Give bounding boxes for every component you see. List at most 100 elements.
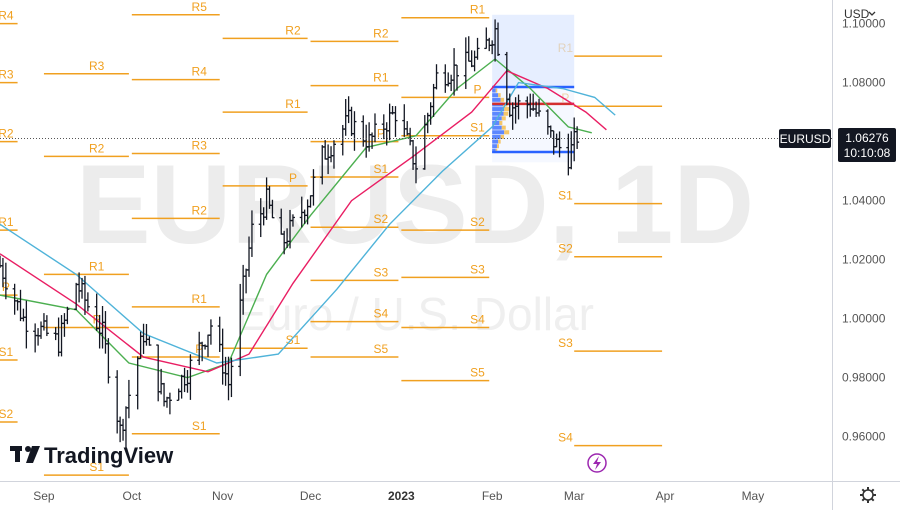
profile-histogram-bar <box>492 134 501 139</box>
time-tick-label: May <box>742 489 765 503</box>
time-tick-label: 2023 <box>388 489 415 503</box>
tradingview-logo-text: TradingView <box>44 443 174 468</box>
profile-histogram-bar <box>492 107 505 112</box>
ohlc-bar <box>3 262 8 300</box>
ohlc-bar <box>21 308 26 322</box>
profile-histogram-bar <box>492 93 499 98</box>
ohlc-bar <box>24 300 29 349</box>
ohlc-bar <box>179 374 184 399</box>
pivot-level-label: R4 <box>192 65 208 79</box>
time-scale[interactable]: Sep Oct Nov Dec 2023 Feb Mar Apr May <box>33 489 764 503</box>
pivot-level-label: R1 <box>470 3 486 17</box>
pivot-level-label: S2 <box>470 215 485 229</box>
price-bars <box>0 19 580 448</box>
ohlc-bar <box>229 357 234 398</box>
lightning-icon[interactable] <box>587 453 607 473</box>
profile-histogram-bar <box>495 88 498 93</box>
pivot-level-label: P <box>377 127 385 141</box>
pivot-level-label: S4 <box>558 431 573 445</box>
pivot-level-label: S4 <box>374 307 389 321</box>
profile-histogram-bar <box>499 120 503 126</box>
ohlc-bar <box>65 306 70 325</box>
ohlc-bar <box>270 199 275 219</box>
profile-value-area <box>492 14 575 86</box>
pivot-level-label: S1 <box>558 189 573 203</box>
ohlc-bar <box>452 48 457 96</box>
symbol-tag-label: EURUSD <box>780 132 831 146</box>
ohlc-bar <box>449 74 454 92</box>
ohlc-bar <box>147 336 152 346</box>
ohlc-bar <box>115 370 120 434</box>
time-tick-label: Apr <box>656 489 675 503</box>
ohlc-bar <box>434 64 439 90</box>
ohlc-bar <box>156 344 161 402</box>
ohlc-bar <box>12 283 17 315</box>
profile-histogram-bar <box>504 130 510 135</box>
ohlc-bar <box>159 368 164 395</box>
tradingview-logo[interactable]: TradingView <box>10 443 174 468</box>
ohlc-bar <box>387 103 392 141</box>
ohlc-bar <box>167 392 172 415</box>
pivot-level-label: S1 <box>192 419 207 433</box>
time-tick-label: Dec <box>300 489 321 503</box>
ohlc-bar <box>475 37 480 60</box>
ohlc-bar <box>141 323 146 354</box>
pivot-level-label: S4 <box>470 313 485 327</box>
profile-histogram-bar <box>501 125 506 130</box>
ohlc-bar <box>220 328 225 385</box>
time-tick-label: Oct <box>122 489 141 503</box>
ohlc-bar <box>352 111 357 151</box>
ohlc-bar <box>176 388 181 401</box>
ohlc-bar <box>346 96 351 124</box>
profile-histogram-bar <box>492 144 497 149</box>
ohlc-bar <box>469 50 474 68</box>
gear-icon[interactable] <box>860 487 876 503</box>
pivot-level-label: R3 <box>192 138 208 152</box>
ohlc-bar <box>331 140 336 169</box>
ohlc-bar <box>123 406 128 448</box>
price-tick-label: 1.00000 <box>842 312 886 326</box>
price-tick-label: 0.96000 <box>842 430 886 444</box>
ohlc-bar <box>443 64 448 93</box>
ohlc-bar <box>402 104 407 137</box>
ohlc-bar <box>472 50 477 72</box>
profile-histogram-bar <box>492 120 500 126</box>
pivot-level-label: S1 <box>286 333 301 347</box>
currency-menu[interactable]: USD <box>844 7 876 21</box>
profile-histogram-bar <box>492 88 496 93</box>
pivot-level-label: S1 <box>89 460 104 474</box>
moving-average-line <box>0 69 607 373</box>
price-tick-label: 1.10000 <box>842 17 886 31</box>
time-tick-label: Nov <box>212 489 233 503</box>
ohlc-bar <box>206 334 210 357</box>
price-tick-label: 0.98000 <box>842 371 886 385</box>
ohlc-bar <box>217 316 222 352</box>
ohlc-bar <box>290 214 295 227</box>
ohlc-bar <box>414 146 418 184</box>
ohlc-bar <box>557 131 562 158</box>
pivot-level-label: R3 <box>89 59 105 73</box>
pivot-level-label: S2 <box>0 407 14 421</box>
ohlc-bar <box>431 83 436 117</box>
pivot-level-label: R1 <box>89 259 105 273</box>
pivot-level-label: R2 <box>0 127 14 141</box>
profile-histogram-bar <box>501 116 506 121</box>
chevron-down-icon <box>868 11 876 16</box>
pivot-level-label: R5 <box>192 0 208 14</box>
ohlc-bar <box>18 289 23 322</box>
profile-histogram-bar <box>504 107 510 112</box>
ohlc-bar <box>516 94 521 120</box>
price-tick-label: 1.04000 <box>842 194 886 208</box>
ohlc-bar <box>106 338 111 384</box>
pivot-level-label: R2 <box>373 26 389 40</box>
ohlc-bar <box>77 272 82 303</box>
price-scale[interactable]: 1.100001.080001.060001.040001.020001.000… <box>842 17 886 444</box>
last-price-tag: 1.06276 10:10:08 <box>838 128 896 162</box>
time-tick-label: Sep <box>33 489 55 503</box>
ohlc-bar <box>126 379 131 419</box>
ohlc-bar <box>62 313 67 337</box>
ohlc-bar <box>74 282 79 311</box>
ohlc-bar <box>372 113 377 143</box>
pivot-level-label: S3 <box>470 262 485 276</box>
